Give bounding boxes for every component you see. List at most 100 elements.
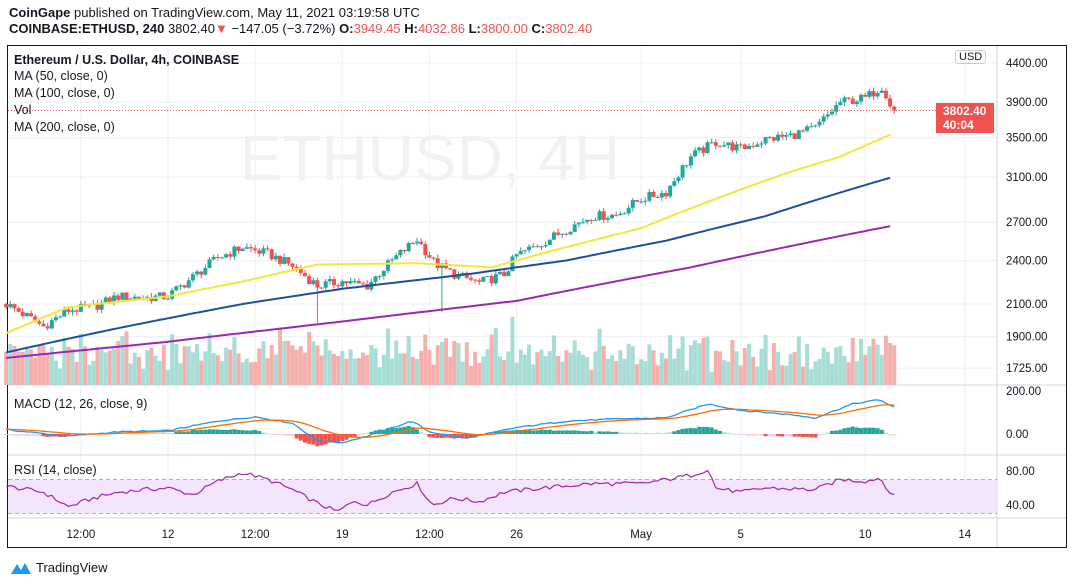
legend-rsi[interactable]: RSI (14, close) bbox=[14, 463, 97, 477]
candle-body bbox=[261, 248, 266, 254]
volume-bar bbox=[348, 349, 353, 385]
candle-body bbox=[116, 295, 121, 300]
macd-histogram-bar bbox=[639, 433, 644, 435]
candle-body bbox=[377, 276, 382, 278]
macd-histogram-bar bbox=[859, 428, 864, 434]
candle-body bbox=[734, 144, 739, 151]
candle-body bbox=[327, 279, 332, 282]
macd-histogram-bar bbox=[224, 429, 229, 434]
candle-body bbox=[622, 213, 627, 215]
candle-body bbox=[332, 279, 336, 286]
macd-histogram-bar bbox=[24, 434, 29, 436]
currency-button[interactable]: USD bbox=[955, 50, 987, 64]
candle-body bbox=[381, 270, 386, 277]
candle-body bbox=[203, 267, 208, 275]
volume-bar bbox=[427, 349, 432, 385]
price-change: −147.05 (−3.72%) bbox=[231, 21, 336, 36]
time-tick-label: 12:00 bbox=[66, 529, 95, 541]
candle-body bbox=[809, 126, 814, 128]
macd-histogram-bar bbox=[410, 427, 415, 434]
chart-frame[interactable] bbox=[7, 45, 1067, 548]
volume-bar bbox=[448, 356, 453, 385]
candle-body bbox=[717, 145, 722, 147]
candle-body bbox=[755, 144, 760, 147]
volume-bar bbox=[435, 345, 440, 385]
volume-bar bbox=[406, 335, 411, 385]
volume-bar bbox=[630, 346, 635, 385]
candle-body bbox=[49, 320, 54, 329]
volume-bar bbox=[87, 364, 92, 385]
candle-body bbox=[871, 91, 876, 97]
macd-histogram-bar bbox=[688, 428, 693, 434]
publisher-name[interactable]: CoinGape bbox=[9, 5, 71, 20]
legend-macd[interactable]: MACD (12, 26, close, 9) bbox=[14, 397, 148, 411]
macd-histogram-bar bbox=[415, 429, 419, 434]
candle-body bbox=[726, 142, 731, 146]
volume-bar bbox=[738, 365, 743, 385]
volume-bar bbox=[842, 355, 847, 385]
macd-histogram-bar bbox=[141, 432, 146, 434]
symbol: COINBASE:ETHUSD, 240 bbox=[9, 21, 165, 36]
macd-histogram-bar bbox=[365, 433, 370, 435]
volume-bar bbox=[659, 352, 664, 385]
candle-body bbox=[290, 263, 295, 267]
volume-bar bbox=[207, 333, 212, 385]
volume-bar bbox=[244, 358, 249, 385]
volume-bar bbox=[232, 336, 237, 385]
price-tick-label: 2100.00 bbox=[1006, 299, 1048, 311]
volume-bar bbox=[439, 341, 444, 385]
macd-histogram-bar bbox=[593, 432, 598, 434]
candle-body bbox=[178, 285, 183, 287]
candle-body bbox=[892, 106, 897, 111]
candle-body bbox=[776, 134, 781, 141]
legend-ma100[interactable]: MA (100, close, 0) bbox=[14, 86, 115, 100]
macd-histogram-bar bbox=[863, 427, 868, 434]
volume-bar bbox=[888, 342, 893, 385]
candle-body bbox=[66, 309, 71, 312]
candle-body bbox=[556, 232, 561, 235]
candle-body bbox=[510, 256, 515, 272]
high-label: H: bbox=[404, 21, 418, 36]
macd-histogram-bar bbox=[813, 434, 818, 438]
candle-body bbox=[307, 276, 312, 284]
macd-histogram-bar bbox=[149, 433, 154, 435]
legend-ma50[interactable]: MA (50, close, 0) bbox=[14, 69, 108, 83]
candle-body bbox=[601, 211, 606, 220]
volume-bar bbox=[332, 354, 336, 385]
macd-histogram-bar bbox=[800, 434, 805, 437]
volume-bar bbox=[20, 351, 25, 385]
volume-bar bbox=[269, 344, 274, 385]
legend-ma200[interactable]: MA (200, close, 0) bbox=[14, 120, 115, 134]
macd-histogram-bar bbox=[170, 433, 175, 435]
macd-histogram-bar bbox=[336, 434, 341, 443]
volume-bar bbox=[265, 358, 270, 385]
volume-bar bbox=[556, 355, 561, 385]
volume-bar bbox=[477, 362, 482, 385]
macd-histogram-bar bbox=[381, 429, 386, 434]
candle-body bbox=[161, 292, 166, 300]
rsi-tick-label: 80.00 bbox=[1006, 466, 1035, 478]
candle-body bbox=[452, 269, 457, 279]
macd-histogram-bar bbox=[850, 426, 855, 434]
macd-histogram-bar bbox=[651, 433, 656, 435]
macd-histogram-bar bbox=[568, 430, 573, 434]
candle-body bbox=[294, 266, 299, 269]
candle-body bbox=[713, 142, 718, 146]
candle-body bbox=[282, 257, 287, 264]
macd-histogram-bar bbox=[240, 430, 245, 434]
candle-body bbox=[477, 280, 482, 282]
candle-body bbox=[834, 105, 839, 112]
candle-body bbox=[564, 233, 569, 235]
macd-histogram-bar bbox=[423, 434, 428, 436]
ma100-line bbox=[5, 176, 891, 354]
legend-vol[interactable]: Vol bbox=[14, 103, 32, 117]
candle-body bbox=[568, 231, 573, 235]
tradingview-logo[interactable]: TradingView bbox=[10, 560, 108, 575]
volume-bar bbox=[535, 352, 540, 385]
macd-histogram-bar bbox=[763, 434, 768, 437]
macd-histogram-bar bbox=[286, 434, 291, 437]
volume-bar bbox=[734, 351, 739, 385]
candle-body bbox=[639, 201, 644, 203]
macd-histogram-bar bbox=[29, 434, 34, 436]
